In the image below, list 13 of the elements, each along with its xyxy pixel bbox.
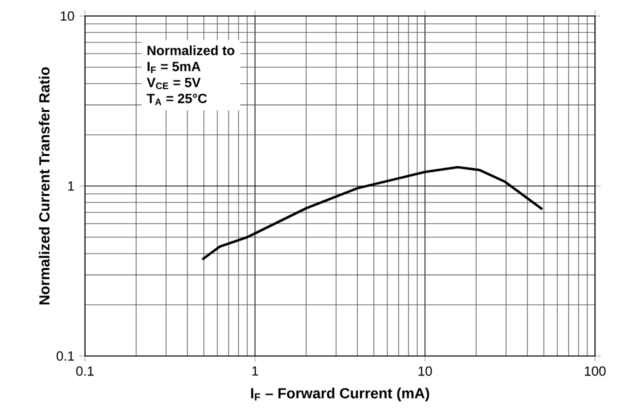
annotation: I$_{F}$ = 5mA (148, 62, 201, 74)
y-tick-label: 1 (68, 181, 74, 191)
annotation: V$_{CE}$ = 5V (146, 78, 201, 90)
x-tick-label: 100 (584, 366, 606, 376)
x-tick-label: 0.1 (76, 366, 94, 376)
y-tick-label: 0.1 (56, 351, 74, 361)
y-axis-title: Normalized Current Transfer Ratio (38, 67, 50, 304)
y-tick-label: 10 (60, 11, 74, 21)
x-axis-title: I$_{F}$ – Forward Current (mA) (251, 388, 430, 402)
annotation: T$_{A}$ = 25°C (146, 94, 207, 106)
x-tick-label: 1 (252, 366, 258, 376)
annotation: Normalized to (148, 45, 234, 56)
x-tick-label: 10 (418, 366, 432, 376)
